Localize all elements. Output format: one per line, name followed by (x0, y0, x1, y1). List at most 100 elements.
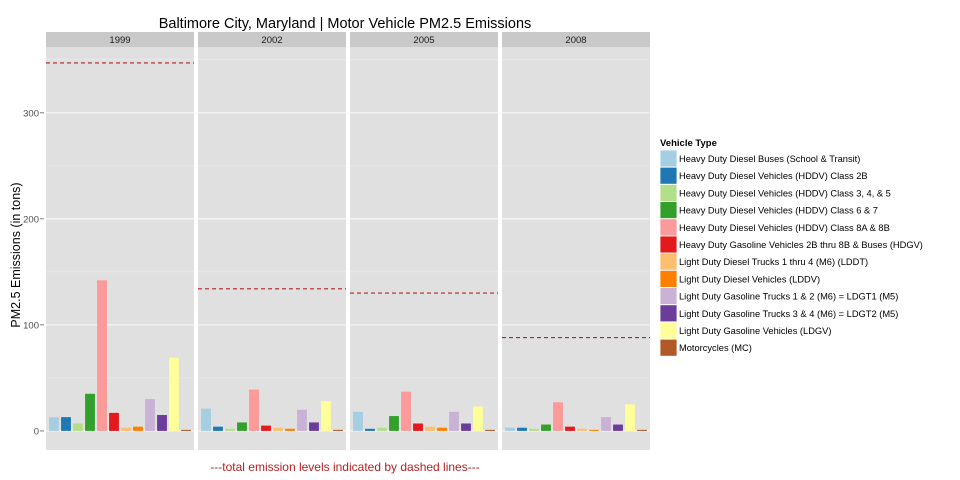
legend-item-label: Motorcycles (MC) (679, 343, 752, 353)
legend-item-label: Heavy Duty Diesel Vehicles (HDDV) Class … (679, 206, 878, 216)
bar-1999-1 (49, 417, 59, 431)
legend-items: Heavy Duty Diesel Buses (School & Transi… (659, 149, 923, 357)
bar-2008-4 (541, 424, 551, 431)
legend-item: Heavy Duty Diesel Vehicles (HDDV) Class … (659, 218, 890, 237)
bar-1999-5 (97, 280, 107, 431)
bar-2002-6 (261, 425, 271, 431)
bar-2002-11 (321, 401, 331, 431)
legend: Vehicle Type Heavy Duty Diesel Buses (Sc… (659, 138, 923, 357)
facet-panel-1999: 1999 (46, 32, 194, 450)
legend-key-swatch (659, 321, 678, 340)
legend-key-swatch (659, 183, 678, 202)
facet-panel-background (350, 47, 498, 450)
y-axis-label: PM2.5 Emissions (in tons) (9, 182, 23, 327)
bar-1999-12 (181, 429, 191, 431)
legend-key-swatch (659, 166, 678, 185)
facet-strip-label: 2008 (565, 35, 586, 46)
legend-item: Light Duty Diesel Vehicles (LDDV) (659, 269, 820, 288)
legend-item-label: Light Duty Gasoline Trucks 3 & 4 (M6) = … (679, 309, 898, 319)
bar-1999-3 (73, 423, 83, 431)
bar-2005-8 (437, 427, 447, 431)
bar-2002-9 (297, 409, 307, 431)
legend-item: Motorcycles (MC) (659, 338, 752, 357)
bar-2005-12 (485, 429, 495, 431)
bar-2005-7 (425, 426, 435, 431)
facet-strip-label: 1999 (109, 35, 130, 46)
bar-2002-8 (285, 428, 295, 431)
bar-2008-6 (565, 426, 575, 431)
facet-strip (198, 32, 346, 47)
legend-item: Heavy Duty Diesel Vehicles (HDDV) Class … (659, 201, 878, 220)
legend-item: Light Duty Gasoline Vehicles (LDGV) (659, 321, 831, 340)
legend-key-swatch (659, 252, 678, 271)
facet-strip (46, 32, 194, 47)
legend-key-swatch (659, 269, 678, 288)
bar-2005-6 (413, 423, 423, 431)
bar-2008-7 (577, 428, 587, 431)
bar-1999-2 (61, 417, 71, 431)
legend-key-swatch (659, 218, 678, 237)
legend-item-label: Heavy Duty Gasoline Vehicles 2B thru 8B … (679, 240, 923, 250)
legend-key-swatch (659, 201, 678, 220)
y-tick-label: 300 (23, 108, 39, 119)
bar-2002-7 (273, 427, 283, 431)
legend-title: Vehicle Type (660, 138, 717, 149)
bar-1999-7 (121, 427, 131, 431)
bar-2005-4 (389, 416, 399, 431)
legend-item: Heavy Duty Diesel Vehicles (HDDV) Class … (659, 183, 891, 202)
bar-2002-5 (249, 389, 259, 431)
chart-caption: ---total emission levels indicated by da… (210, 460, 479, 474)
legend-item-label: Light Duty Diesel Trucks 1 thru 4 (M6) (… (679, 257, 868, 267)
bar-2008-1 (505, 427, 515, 431)
bar-1999-8 (133, 426, 143, 431)
legend-item-label: Light Duty Gasoline Trucks 1 & 2 (M6) = … (679, 292, 898, 302)
bar-1999-6 (109, 412, 119, 431)
legend-item-label: Light Duty Diesel Vehicles (LDDV) (679, 274, 820, 284)
facet-panel-background (198, 47, 346, 450)
bar-2002-1 (201, 408, 211, 431)
facet-strip (502, 32, 650, 47)
bar-2008-8 (589, 429, 599, 431)
legend-item-label: Heavy Duty Diesel Vehicles (HDDV) Class … (679, 171, 868, 181)
legend-item-label: Heavy Duty Diesel Vehicles (HDDV) Class … (679, 223, 890, 233)
bar-2005-10 (461, 423, 471, 431)
facet-strip (350, 32, 498, 47)
y-axis: 0 100 200 300 (23, 108, 44, 437)
y-tick-label: 100 (23, 320, 39, 331)
legend-key-swatch (659, 304, 678, 323)
chart-title: Baltimore City, Maryland | Motor Vehicle… (159, 16, 532, 32)
legend-key-swatch (659, 235, 678, 254)
bar-2002-3 (225, 428, 235, 431)
legend-item-label: Light Duty Gasoline Vehicles (LDGV) (679, 326, 831, 336)
facet-strip-label: 2002 (261, 35, 282, 46)
bar-2008-12 (637, 429, 647, 431)
y-tick-label: 0 (34, 426, 39, 437)
bar-2005-11 (473, 406, 483, 431)
legend-item-label: Heavy Duty Diesel Buses (School & Transi… (679, 154, 860, 164)
bar-2008-11 (625, 404, 635, 431)
bar-2008-9 (601, 417, 611, 431)
y-tick-label: 200 (23, 214, 39, 225)
facet-panels: 1999 2002 2005 2008 (46, 32, 650, 450)
legend-item: Heavy Duty Diesel Vehicles (HDDV) Class … (659, 166, 868, 185)
legend-item: Heavy Duty Diesel Buses (School & Transi… (659, 149, 860, 168)
bar-2002-2 (213, 426, 223, 431)
bar-2008-2 (517, 427, 527, 431)
bar-2005-3 (377, 427, 387, 431)
facet-panel-2005: 2005 (350, 32, 498, 450)
facet-panel-2008: 2008 (502, 32, 650, 450)
bar-2005-1 (353, 411, 363, 431)
bar-2008-5 (553, 402, 563, 431)
legend-key-swatch (659, 149, 678, 168)
legend-item: Light Duty Gasoline Trucks 3 & 4 (M6) = … (659, 304, 898, 323)
facet-panel-2002: 2002 (198, 32, 346, 450)
facet-strip-label: 2005 (413, 35, 434, 46)
bar-2008-10 (613, 424, 623, 431)
legend-item: Light Duty Gasoline Trucks 1 & 2 (M6) = … (659, 287, 898, 306)
bar-2005-2 (365, 428, 375, 431)
bar-2002-12 (333, 429, 343, 431)
bar-2002-4 (237, 422, 247, 431)
legend-item-label: Heavy Duty Diesel Vehicles (HDDV) Class … (679, 188, 891, 198)
bar-2002-10 (309, 422, 319, 431)
